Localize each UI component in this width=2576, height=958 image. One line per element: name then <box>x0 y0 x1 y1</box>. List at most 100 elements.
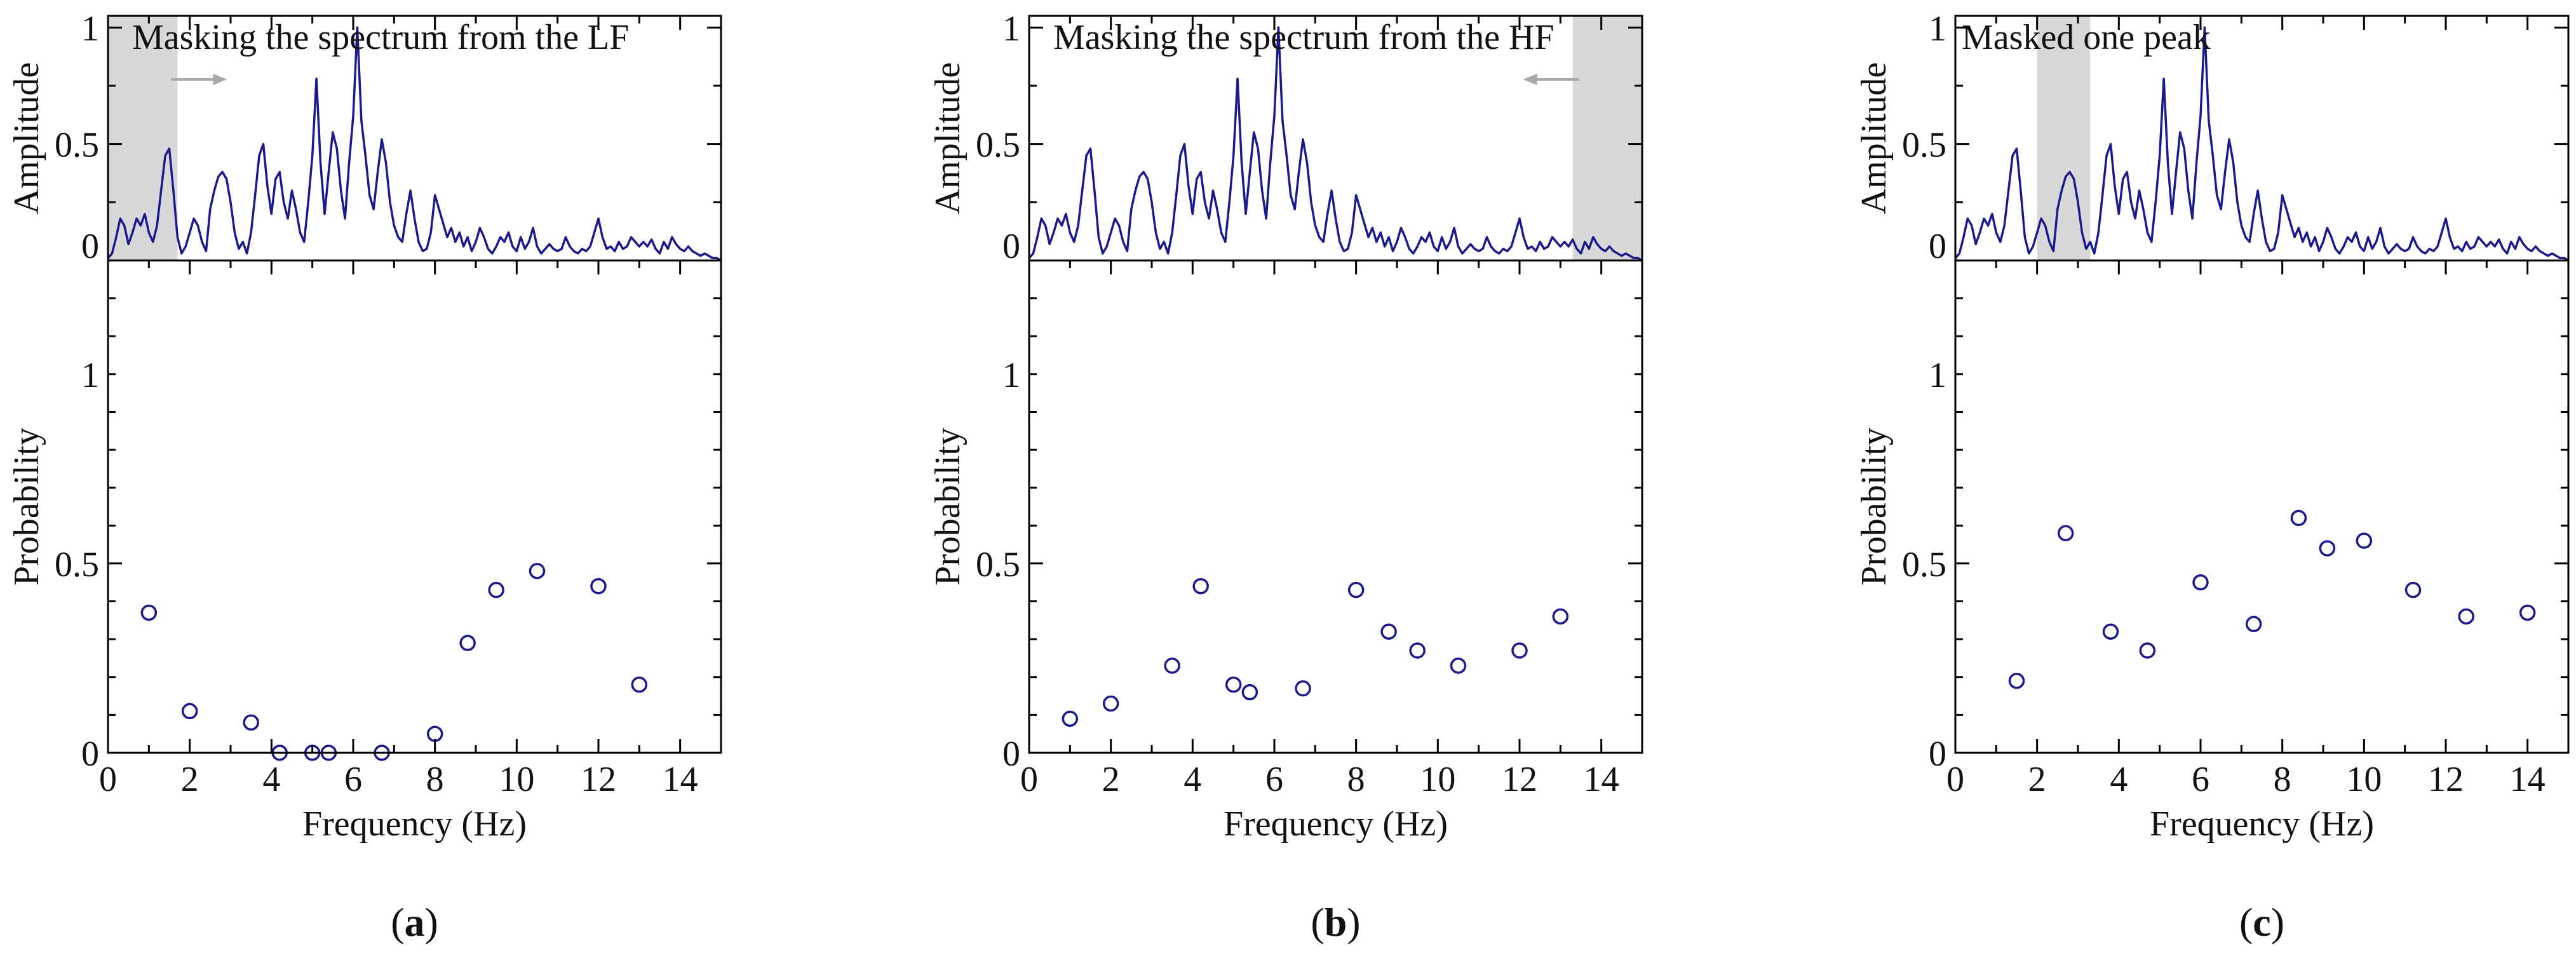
frequency-axis-label: Frequency (Hz) <box>302 804 527 844</box>
frequency-axis-label: Frequency (Hz) <box>1224 804 1448 844</box>
x-tick-label: 12 <box>581 760 616 799</box>
probability-axis-label: Probability <box>1854 428 1894 586</box>
probability-point <box>1511 642 1528 659</box>
y-tick-label-spectrum: 0 <box>1002 227 1020 266</box>
probability-point <box>2356 532 2373 549</box>
x-tick-label: 8 <box>1347 760 1365 799</box>
y-tick-label: 0.5 <box>1902 545 1946 584</box>
y-tick-label-spectrum: 0.5 <box>1902 126 1946 165</box>
arrow-left-icon <box>1523 74 1537 85</box>
panel-annotation: Masked one peak <box>1962 18 2211 57</box>
x-tick-label: 4 <box>262 760 280 799</box>
probability-point <box>1102 695 1119 712</box>
panel-label: (a) <box>391 900 438 945</box>
spectrum-line <box>1954 26 2569 262</box>
y-tick-label-spectrum: 0 <box>1929 227 1946 266</box>
y-tick-label: 0.5 <box>55 545 99 584</box>
probability-point <box>426 725 443 742</box>
y-tick-label: 0 <box>1929 734 1946 774</box>
panel-annotation: Masking the spectrum from the LF <box>132 18 629 57</box>
amplitude-axis-label: Amplitude <box>928 62 968 215</box>
probability-point <box>243 714 259 731</box>
y-tick-label: 0 <box>1002 734 1020 774</box>
probability-point <box>2008 672 2025 689</box>
probability-point <box>2319 540 2336 557</box>
spectrum-line <box>107 26 722 262</box>
probability-point <box>1347 581 1365 598</box>
x-tick-label: 10 <box>2346 760 2382 799</box>
y-tick-label: 0 <box>81 734 99 774</box>
x-tick-label: 2 <box>1102 760 1120 799</box>
spectrum-line <box>1028 26 1643 262</box>
probability-point <box>1380 623 1397 640</box>
x-tick-label: 12 <box>1502 760 1537 799</box>
y-tick-label-spectrum: 1 <box>1002 9 1020 48</box>
probability-frame <box>1028 259 1643 754</box>
x-tick-label: 0 <box>1946 760 1964 799</box>
x-tick-label: 0 <box>99 760 117 799</box>
probability-point <box>488 581 504 598</box>
probability-frame <box>107 259 722 754</box>
panel-label: (c) <box>2239 900 2284 945</box>
x-tick-label: 10 <box>499 760 534 799</box>
probability-point <box>2290 509 2307 527</box>
frequency-axis-label: Frequency (Hz) <box>2150 804 2374 844</box>
probability-point <box>2245 616 2262 633</box>
x-tick-label: 14 <box>1584 760 1619 799</box>
amplitude-axis-label: Amplitude <box>1854 62 1894 215</box>
probability-point <box>2404 581 2422 598</box>
x-tick-label: 14 <box>663 760 698 799</box>
y-tick-label-spectrum: 0.5 <box>55 126 99 165</box>
x-tick-label: 8 <box>2274 760 2291 799</box>
y-tick-label-spectrum: 1 <box>1929 9 1946 48</box>
y-tick-label: 0.5 <box>976 545 1020 584</box>
x-tick-label: 6 <box>344 760 362 799</box>
probability-point <box>1241 684 1258 701</box>
panel-label: (b) <box>1311 900 1360 945</box>
x-tick-label: 10 <box>1420 760 1455 799</box>
probability-point <box>1192 577 1209 595</box>
probability-point <box>1295 680 1311 697</box>
x-tick-label: 14 <box>2510 760 2546 799</box>
probability-point <box>2139 642 2156 659</box>
probability-point <box>529 563 546 579</box>
x-tick-label: 0 <box>1020 760 1038 799</box>
probability-point <box>459 635 476 651</box>
x-tick-label: 12 <box>2428 760 2464 799</box>
y-tick-label-spectrum: 0.5 <box>976 126 1020 165</box>
probability-point <box>1409 642 1426 659</box>
probability-point <box>1225 676 1242 693</box>
probability-point <box>1552 608 1569 625</box>
x-tick-label: 8 <box>426 760 444 799</box>
probability-axis-label: Probability <box>928 428 968 586</box>
probability-point <box>631 676 648 693</box>
panel-annotation: Masking the spectrum from the HF <box>1053 18 1554 57</box>
x-tick-label: 6 <box>1265 760 1283 799</box>
x-tick-label: 4 <box>1183 760 1201 799</box>
panel-b: Masking the spectrum from the HF0 2 4 6 8 10 1… <box>928 9 1643 945</box>
probability-axis-label: Probability <box>7 428 46 586</box>
probability-point <box>2519 604 2536 621</box>
probability-point <box>2102 623 2119 640</box>
probability-point <box>2192 574 2209 591</box>
y-tick-label: 1 <box>81 356 99 395</box>
probability-point <box>1164 658 1180 674</box>
probability-point <box>1062 710 1079 727</box>
x-tick-label: 4 <box>2110 760 2128 799</box>
y-tick-label-spectrum: 0 <box>81 227 99 266</box>
arrow-right-icon <box>213 74 227 85</box>
probability-point <box>2057 525 2074 541</box>
x-tick-label: 2 <box>2028 760 2046 799</box>
y-tick-label: 1 <box>1002 356 1020 395</box>
probability-point <box>140 604 158 621</box>
probability-point <box>2458 608 2474 625</box>
y-tick-label: 1 <box>1929 356 1946 395</box>
probability-point <box>181 703 198 720</box>
y-tick-label-spectrum: 1 <box>81 9 99 48</box>
amplitude-axis-label: Amplitude <box>7 62 46 215</box>
mask-region <box>1572 16 1642 260</box>
probability-point <box>1450 658 1467 674</box>
x-tick-label: 2 <box>181 760 199 799</box>
